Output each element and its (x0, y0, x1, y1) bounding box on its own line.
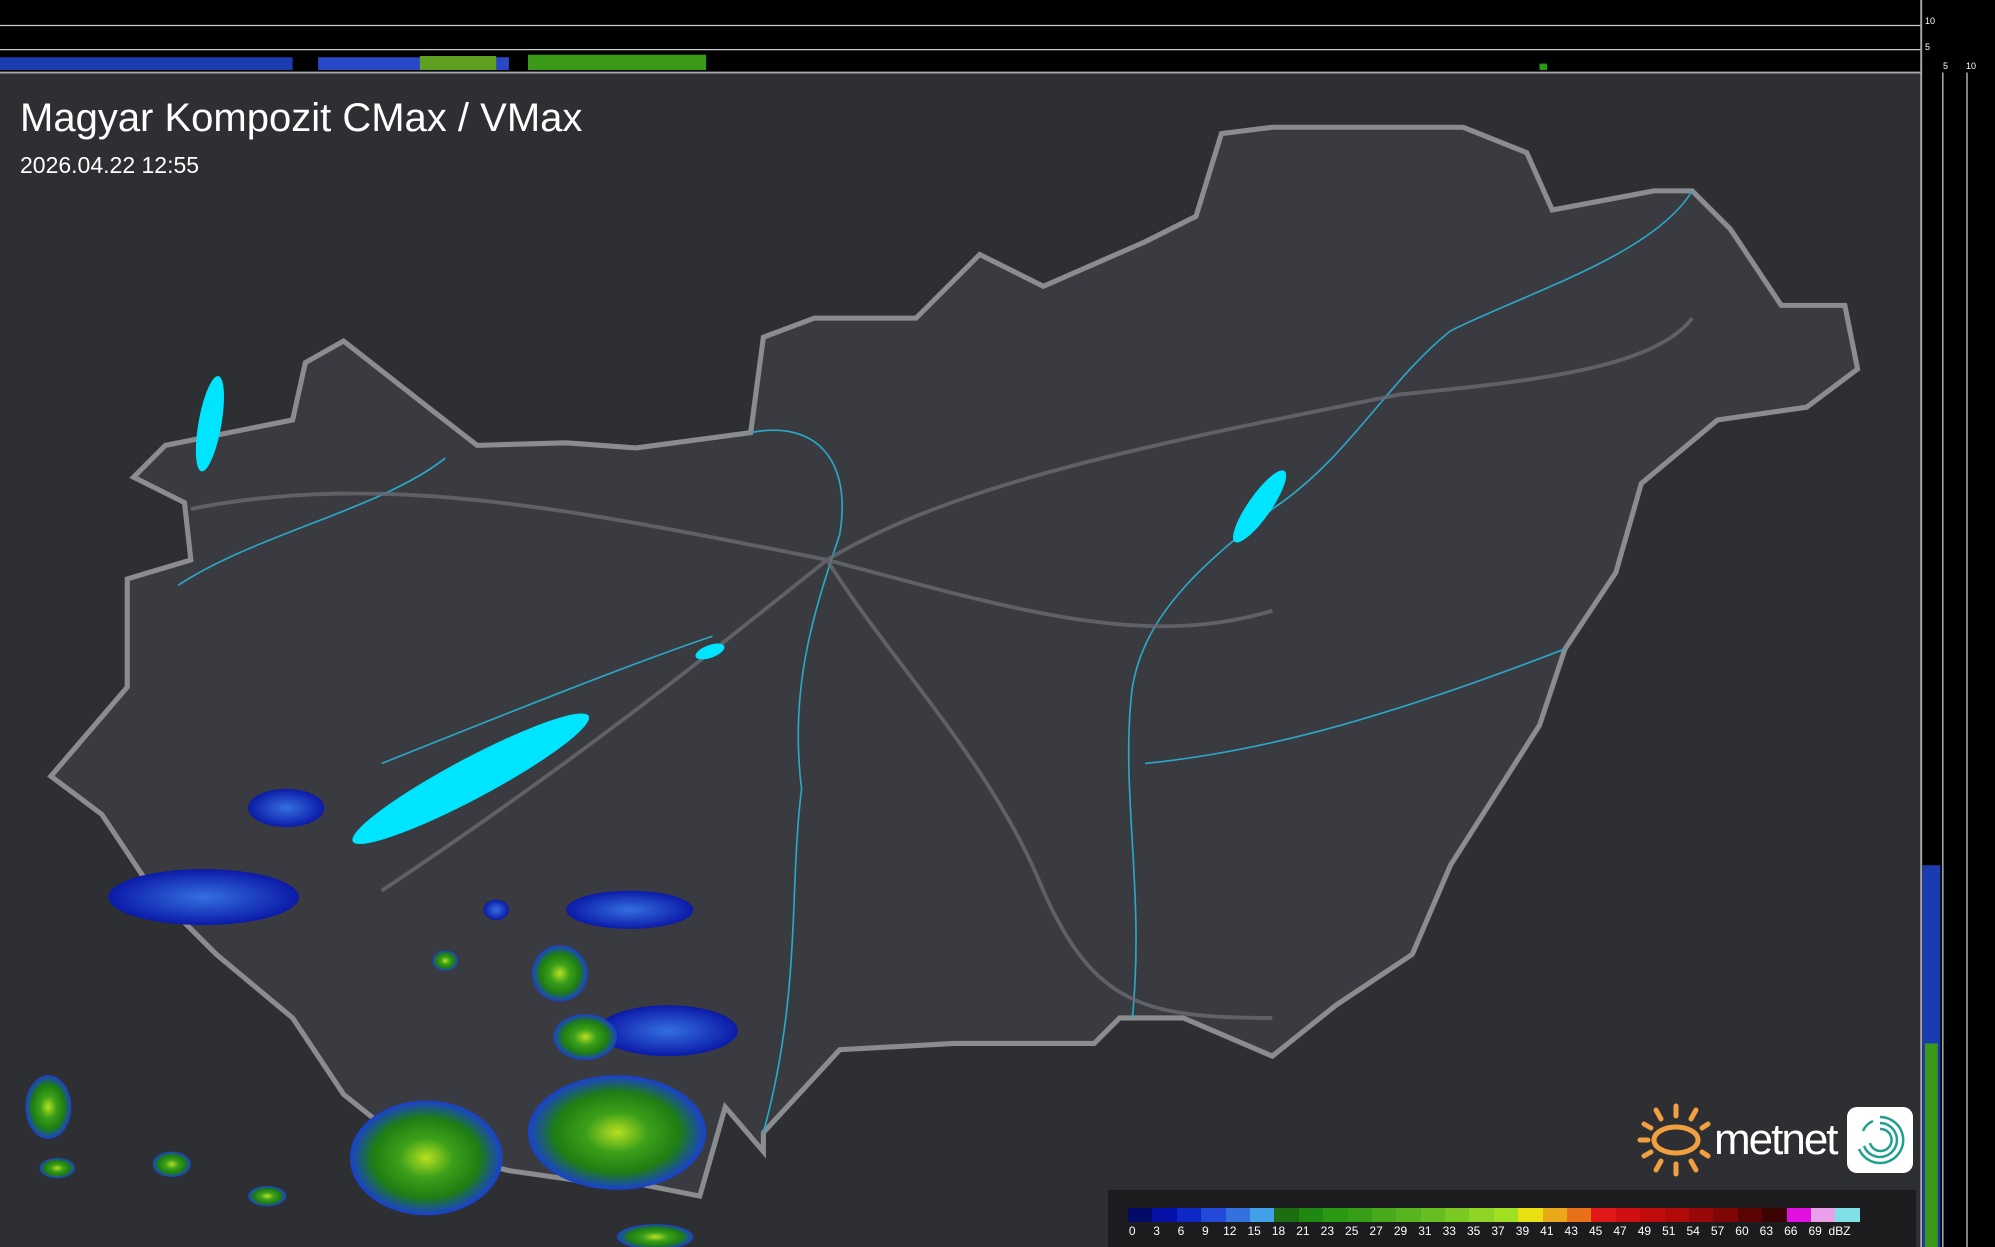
legend-swatch (1786, 1208, 1811, 1222)
lakes (195, 376, 1287, 844)
legend-label: 51 (1662, 1224, 1676, 1238)
legend-label: 49 (1637, 1224, 1652, 1238)
legend-label: 47 (1613, 1224, 1627, 1238)
legend-swatch (1810, 1208, 1836, 1222)
radar-echoes (25, 788, 738, 1247)
legend-label: 31 (1418, 1224, 1432, 1238)
legend-label: 3 (1153, 1224, 1160, 1238)
brand-name: metnet (1714, 1115, 1839, 1164)
legend-label: 21 (1296, 1224, 1310, 1238)
legend-label: 0 (1128, 1224, 1136, 1238)
legend-label: 33 (1442, 1224, 1456, 1238)
legend-label: 6 (1177, 1224, 1185, 1238)
legend-label: 9 (1202, 1224, 1209, 1238)
legend-swatch (1518, 1208, 1543, 1222)
legend-swatch (1762, 1208, 1787, 1222)
legend-swatch (1298, 1208, 1324, 1222)
legend-swatch (1371, 1208, 1397, 1222)
legend-label: 29 (1393, 1224, 1408, 1238)
legend-swatch (1469, 1208, 1494, 1222)
legend-label: 66 (1784, 1224, 1798, 1238)
profile-axis-label: 10 (1925, 16, 1936, 26)
legend-label: 37 (1491, 1224, 1505, 1238)
lake-tisza (1233, 470, 1287, 543)
legend-swatch (1396, 1208, 1421, 1222)
legend-swatch (1274, 1208, 1299, 1222)
legend-swatch (1420, 1208, 1446, 1222)
legend-label: 12 (1223, 1224, 1237, 1238)
legend-label: 15 (1247, 1224, 1261, 1238)
metnet-app-icon (1846, 1107, 1913, 1173)
timestamp: 2026.04.22 12:55 (20, 152, 200, 178)
legend-label: 18 (1271, 1224, 1286, 1238)
legend-swatch (1640, 1208, 1665, 1222)
legend-swatch (1445, 1208, 1470, 1222)
legend-labels: 0 3 6 9 12 15 18 21 23 25 27 29 31 33 35 37 39 41 43 45 47 49… (1120, 1224, 1852, 1238)
legend-color-bar (1128, 1208, 1860, 1222)
legend-label: 57 (1710, 1224, 1725, 1238)
legend-label: 35 (1466, 1224, 1481, 1238)
page-title: Magyar Kompozit CMax / VMax (20, 96, 583, 140)
legend-label: 25 (1345, 1224, 1359, 1238)
legend-label: 45 (1588, 1224, 1603, 1238)
lake-balaton (352, 713, 590, 844)
legend-swatch (1567, 1208, 1592, 1222)
sun-icon (1637, 1103, 1711, 1177)
profile-axis-label: 10 (1966, 61, 1977, 71)
legend-swatch (1542, 1208, 1568, 1222)
legend-label: 23 (1320, 1224, 1334, 1238)
legend-swatch (1615, 1208, 1641, 1222)
legend-swatch (1688, 1208, 1714, 1222)
legend-label: 54 (1686, 1224, 1700, 1238)
legend-label: 27 (1369, 1224, 1383, 1238)
profile-axis-label: 5 (1943, 61, 1949, 71)
profile-axis-label: 5 (1925, 42, 1931, 52)
legend-swatch (1347, 1208, 1372, 1222)
legend-swatch (1225, 1208, 1250, 1222)
legend-swatch (1323, 1208, 1348, 1222)
legend-label: 43 (1564, 1224, 1578, 1238)
roads (190, 316, 1694, 1020)
legend-swatch (1835, 1208, 1860, 1222)
rivers (177, 190, 1693, 1133)
legend-label: 39 (1515, 1224, 1530, 1238)
lake-velence (695, 643, 725, 660)
legend-swatch (1664, 1208, 1689, 1222)
legend-label: 63 (1759, 1224, 1774, 1238)
legend-label: 69 (1808, 1224, 1822, 1238)
legend-swatch (1176, 1208, 1202, 1222)
legend-swatch (1737, 1208, 1763, 1222)
lake-ferto (195, 376, 224, 472)
legend-swatch (1493, 1208, 1519, 1222)
legend-label: 41 (1540, 1224, 1554, 1238)
legend-swatch (1128, 1208, 1153, 1222)
legend-unit: dBZ (1828, 1224, 1851, 1238)
legend-swatch (1152, 1208, 1177, 1222)
metnet-logo: metnet (1636, 1102, 1913, 1178)
legend-swatch (1591, 1208, 1616, 1222)
legend-swatch (1201, 1208, 1226, 1222)
legend-label: 60 (1735, 1224, 1749, 1238)
legend-swatch (1713, 1208, 1738, 1222)
dbz-color-legend: 0 3 6 9 12 15 18 21 23 25 27 29 31 33 35 37 39 41 43 45 47 49… (1108, 1190, 1916, 1247)
legend-swatch (1249, 1208, 1275, 1222)
